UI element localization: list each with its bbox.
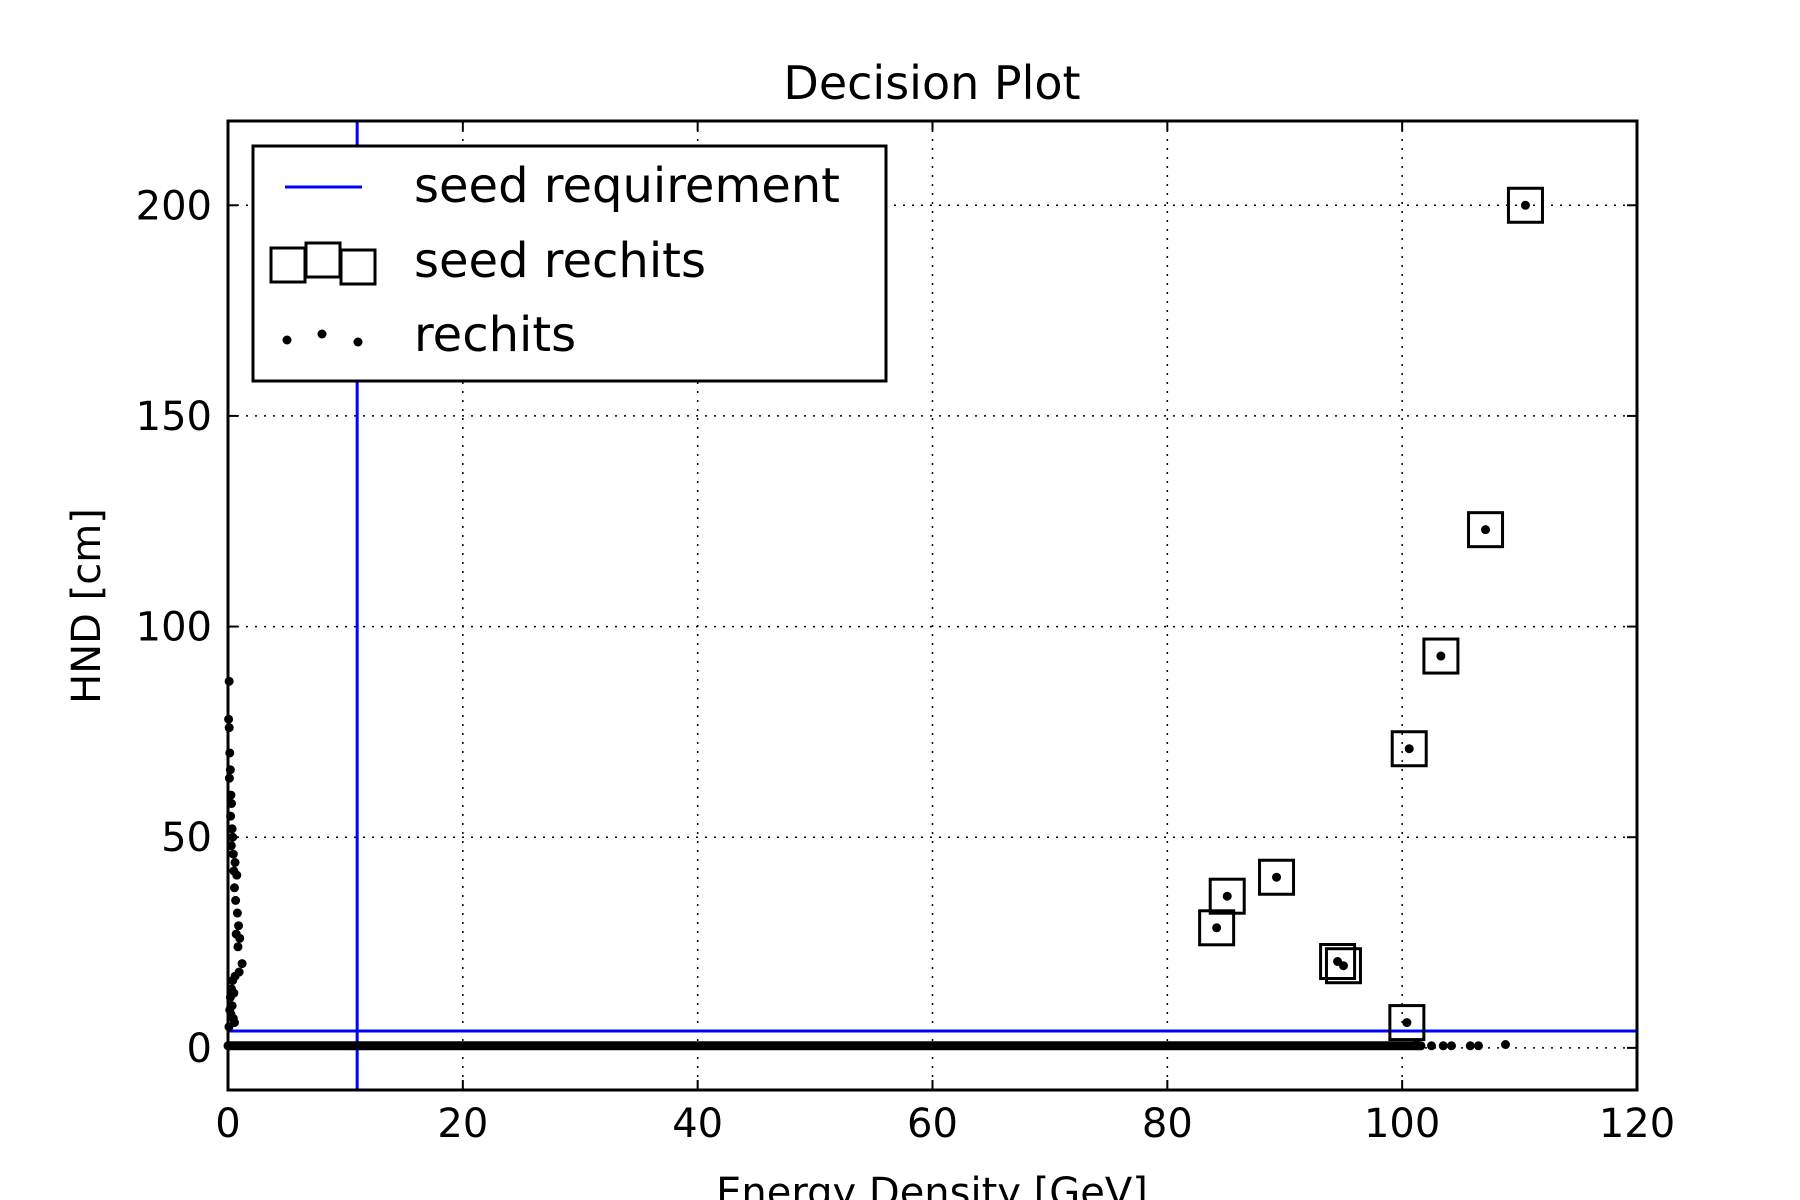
- rechit-point: [1446, 1041, 1456, 1051]
- rechit-point: [232, 870, 242, 880]
- x-axis-label: Energy Density [GeV]: [716, 1170, 1148, 1200]
- rechit-point: [1427, 1041, 1437, 1051]
- seed-rechit-point: [1272, 872, 1282, 882]
- rechit-point: [1473, 1041, 1483, 1051]
- y-tick-label: 50: [161, 815, 212, 861]
- x-tick-label: 40: [672, 1101, 723, 1147]
- rechit-point: [235, 933, 245, 943]
- rechit-point: [1438, 1041, 1448, 1051]
- seed-rechit-point: [1481, 525, 1491, 535]
- legend-dot-swatch: [353, 337, 363, 347]
- legend-label: rechits: [414, 307, 576, 363]
- legend-dot-swatch: [317, 329, 327, 339]
- seed-rechit-marker: [1324, 947, 1362, 985]
- x-tick-label: 0: [215, 1101, 240, 1147]
- chart-title: Decision Plot: [783, 56, 1080, 110]
- x-axis-ticks: 0 20 40 60 80 100 120: [215, 121, 1675, 1147]
- rechit-point: [230, 857, 240, 867]
- seed-rechit-point: [1402, 1018, 1412, 1028]
- x-tick-label: 60: [907, 1101, 958, 1147]
- y-tick-label: 100: [136, 605, 212, 651]
- y-axis-ticks: 0 50 100 150 200: [136, 183, 1637, 1072]
- rechit-point: [1465, 1041, 1475, 1051]
- seed-rechit-point: [1212, 923, 1222, 933]
- seed-rechit-point: [1338, 961, 1348, 971]
- rechit-point: [231, 895, 241, 905]
- seed-rechit-marker: [1422, 637, 1460, 675]
- seed-rechit-point: [1436, 651, 1446, 661]
- x-tick-label: 100: [1364, 1101, 1440, 1147]
- y-tick-label: 150: [136, 394, 212, 440]
- seed-rechit-point: [1404, 744, 1414, 754]
- seed-rechits-series: [1198, 186, 1544, 1042]
- y-tick-label: 200: [136, 183, 212, 229]
- rechit-point: [229, 883, 239, 893]
- y-tick-label: 0: [187, 1026, 212, 1072]
- legend-dot-swatch: [282, 335, 292, 345]
- legend-label: seed requirement: [414, 158, 840, 214]
- rechit-point: [232, 908, 242, 918]
- seed-rechit-marker: [1506, 186, 1544, 224]
- seed-rechit-marker: [1258, 858, 1296, 896]
- rechit-point: [234, 921, 244, 931]
- seed-rechit-point: [1222, 891, 1232, 901]
- y-axis-label: HND [cm]: [64, 508, 110, 704]
- x-tick-label: 120: [1599, 1101, 1675, 1147]
- legend: seed requirement seed rechits rechits: [251, 144, 888, 383]
- rechit-point: [1500, 1039, 1510, 1049]
- seed-rechit-marker: [1319, 943, 1357, 981]
- rechit-point: [228, 975, 238, 985]
- legend-label: seed rechits: [414, 233, 706, 289]
- rechit-point: [237, 959, 247, 969]
- x-tick-label: 20: [437, 1101, 488, 1147]
- rechit-point: [233, 942, 243, 952]
- rechits-series: [223, 676, 1510, 1051]
- seed-rechit-marker: [1388, 1004, 1426, 1042]
- seed-rechit-marker: [1198, 909, 1236, 947]
- rechit-point: [227, 824, 237, 834]
- seed-rechit-marker: [1467, 511, 1505, 549]
- seed-rechit-point: [1520, 200, 1530, 210]
- x-tick-label: 80: [1142, 1101, 1193, 1147]
- rechit-point: [228, 849, 238, 859]
- legend-square-swatch: [339, 248, 377, 286]
- seed-rechit-marker: [1208, 877, 1246, 915]
- seed-rechit-marker: [1390, 730, 1428, 768]
- rechit-point: [1416, 1041, 1426, 1051]
